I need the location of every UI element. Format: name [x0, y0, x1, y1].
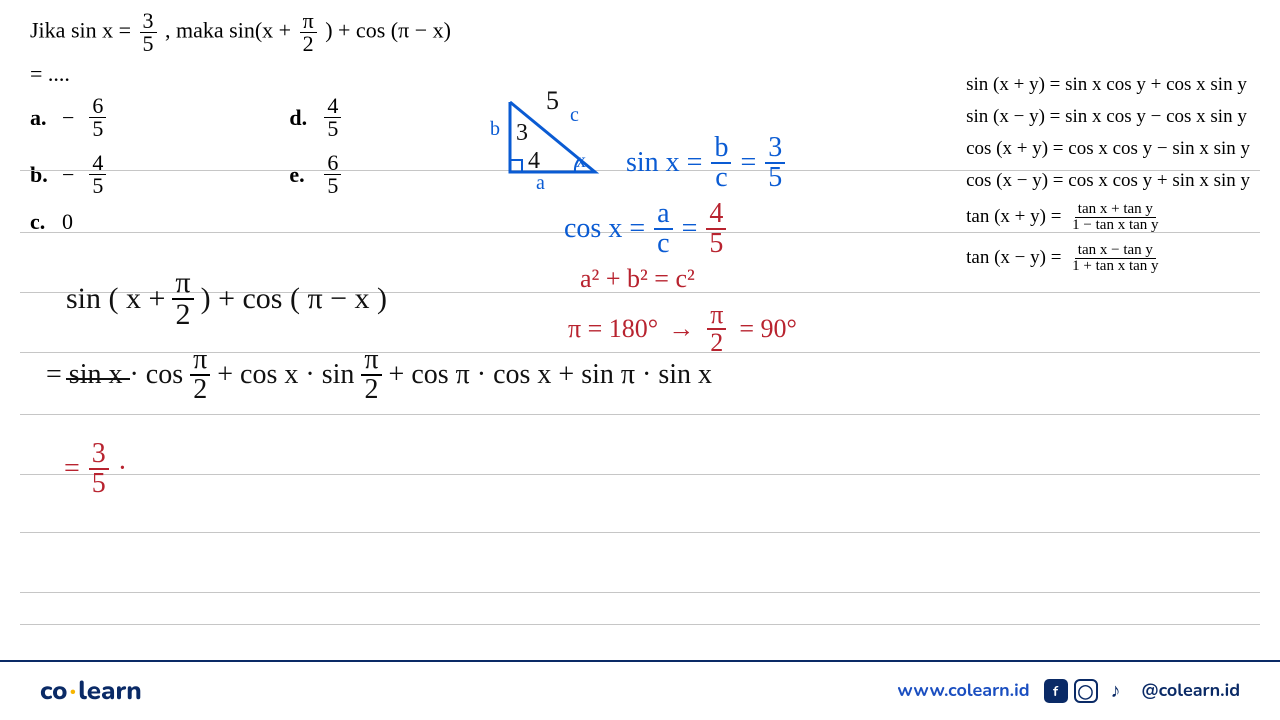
formula-cos-minus: cos (x − y) = cos x cos y + sin x sin y — [966, 170, 1250, 192]
pythagoras: a² + b² = c² — [580, 264, 695, 294]
formula-sin-minus: sin (x − y) = sin x cos y − cos x sin y — [966, 106, 1250, 128]
work-line-1: sin ( x + π2 ) + cos ( π − x ) — [66, 268, 387, 330]
fraction-3-5: 3 5 — [140, 10, 157, 55]
work-line-3: = 35 · — [64, 440, 127, 498]
footer-handle: @colearn.id — [1142, 679, 1240, 703]
trig-formulas: sin (x + y) = sin x cos y + cos x sin y … — [966, 74, 1250, 274]
problem-statement: Jika sin x = 3 5 , maka sin(x + π 2 ) + … — [30, 10, 1250, 55]
logo: co·learn — [40, 674, 142, 709]
facebook-icon: f — [1044, 679, 1068, 703]
problem-mid: , maka sin(x + — [165, 18, 297, 43]
formula-cos-plus: cos (x + y) = cos x cos y − sin x sin y — [966, 138, 1250, 160]
problem-prefix: Jika sin x = — [30, 18, 137, 43]
instagram-icon: ◯ — [1074, 679, 1098, 703]
fraction-pi-2: π 2 — [300, 10, 317, 55]
tri-b-label: b — [490, 118, 500, 141]
social-icons: f ◯ ♪ — [1044, 679, 1128, 703]
formula-tan-plus: tan (x + y) = tan x + tan y1 − tan x tan… — [966, 202, 1250, 233]
tiktok-icon: ♪ — [1104, 679, 1128, 703]
formula-tan-minus: tan (x − y) = tan x − tan y1 + tan x tan… — [966, 243, 1250, 274]
tri-x-label: x — [576, 150, 586, 173]
problem-suffix: ) + cos (π − x) — [325, 18, 451, 43]
footer: co·learn www.colearn.id f ◯ ♪ @colearn.i… — [0, 660, 1280, 720]
formula-sin-plus: sin (x + y) = sin x cos y + cos x sin y — [966, 74, 1250, 96]
work-line-2: = sin x · cos π2 + cos x · sin π2 + cos … — [46, 346, 712, 404]
tri-c-label: c — [570, 104, 579, 127]
sinx-expr: sin x = bc = 35 — [626, 134, 788, 192]
underline-sinx — [66, 378, 130, 380]
tri-b-val: 3 — [516, 120, 528, 147]
footer-url: www.colearn.id — [897, 679, 1029, 703]
tri-a-val: 4 — [528, 148, 540, 175]
choice-d: d. 45 — [289, 95, 344, 140]
tri-c-val: 5 — [546, 86, 559, 116]
cosx-expr: cos x = ac = 45 — [564, 200, 729, 258]
tri-a-label: a — [536, 172, 545, 195]
logo-dot-icon: · — [69, 674, 76, 709]
choice-a: a. − 65 — [30, 95, 109, 140]
